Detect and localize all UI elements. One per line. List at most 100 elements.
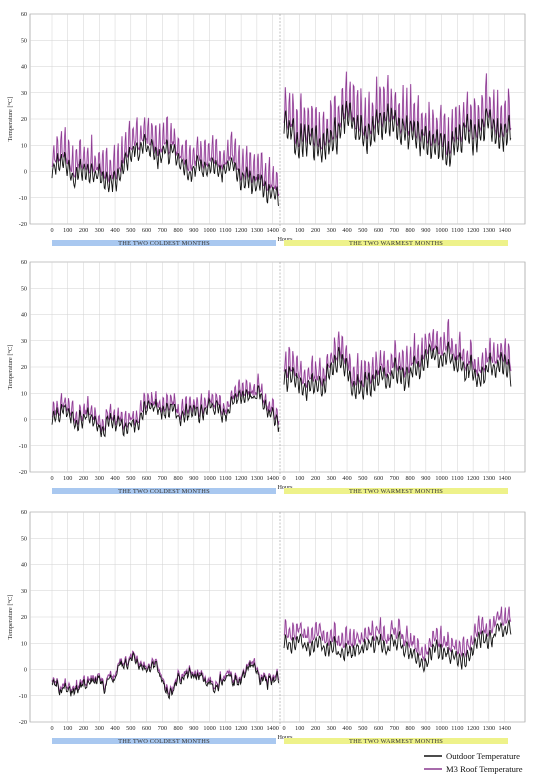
y-tick-label: -10 [19, 195, 27, 202]
x-tick-label: 1100 [451, 475, 463, 482]
x-tick-label: 1400 [266, 475, 278, 482]
x-tick-label: 900 [421, 475, 430, 482]
x-tick-label: 1400 [266, 227, 278, 234]
x-tick-label: 200 [79, 475, 88, 482]
x-tick-label: 500 [126, 725, 135, 732]
y-tick-label: 60 [21, 259, 27, 266]
x-tick-label: 1200 [235, 227, 247, 234]
x-tick-label: 1000 [203, 227, 215, 234]
y-tick-label: 20 [21, 364, 27, 371]
x-tick-label: 300 [95, 227, 104, 234]
band-coldest-label: THE TWO COLDEST MONTHS [118, 488, 210, 495]
x-tick-label: 600 [142, 227, 151, 234]
y-tick-label: 60 [21, 509, 27, 516]
x-tick-label: 0 [282, 725, 285, 732]
x-tick-label: 100 [63, 227, 72, 234]
y-tick-label: 60 [21, 11, 27, 18]
y-tick-label: 0 [24, 667, 27, 674]
x-tick-label: 800 [405, 725, 414, 732]
y-tick-label: 10 [21, 640, 27, 647]
x-tick-label: 500 [358, 475, 367, 482]
y-axis-label: Temperature [°C] [7, 345, 14, 390]
x-tick-label: 1000 [435, 227, 447, 234]
y-tick-label: 20 [21, 116, 27, 123]
x-tick-label: 1300 [483, 227, 495, 234]
y-tick-label: 0 [24, 417, 27, 424]
y-tick-label: 40 [21, 312, 27, 319]
x-tick-label: 100 [63, 725, 72, 732]
x-tick-label: 400 [342, 227, 351, 234]
x-tick-label: 400 [110, 475, 119, 482]
y-tick-label: 20 [21, 614, 27, 621]
x-tick-label: 700 [390, 475, 399, 482]
x-tick-label: 1200 [467, 725, 479, 732]
x-tick-label: 1100 [451, 227, 463, 234]
y-tick-label: 10 [21, 390, 27, 397]
band-warmest-label: THE TWO WARMEST MONTHS [349, 240, 443, 247]
x-tick-label: 500 [358, 227, 367, 234]
x-tick-label: 1300 [483, 725, 495, 732]
x-tick-label: 600 [374, 475, 383, 482]
y-tick-label: -10 [19, 693, 27, 700]
y-tick-label: 30 [21, 90, 27, 97]
x-tick-label: 1300 [251, 725, 263, 732]
x-tick-label: 700 [390, 725, 399, 732]
x-tick-label: 100 [295, 725, 304, 732]
x-tick-label: 100 [63, 475, 72, 482]
x-tick-label: 1200 [467, 475, 479, 482]
series-outdoor-line [283, 619, 512, 674]
series-outdoor-line [283, 100, 512, 167]
x-tick-label: 700 [158, 227, 167, 234]
x-tick-label: 1100 [219, 475, 231, 482]
x-tick-label: 200 [311, 725, 320, 732]
y-tick-label: 40 [21, 562, 27, 569]
series-roof-line [51, 116, 280, 197]
x-tick-label: 900 [421, 227, 430, 234]
y-tick-label: 10 [21, 142, 27, 149]
series-roof-line [283, 606, 512, 662]
x-tick-label: 800 [173, 227, 182, 234]
x-tick-label: 300 [95, 475, 104, 482]
x-tick-label: 1200 [467, 227, 479, 234]
x-tick-label: 1200 [235, 475, 247, 482]
x-axis-label: Hours [277, 236, 293, 243]
x-tick-label: 900 [421, 725, 430, 732]
x-tick-label: 200 [311, 475, 320, 482]
band-warmest [284, 488, 508, 494]
x-tick-label: 800 [173, 475, 182, 482]
x-tick-label: 1000 [203, 725, 215, 732]
x-tick-label: 800 [173, 725, 182, 732]
x-tick-label: 100 [295, 475, 304, 482]
series-roof-line [51, 650, 280, 696]
x-tick-label: 700 [158, 475, 167, 482]
x-tick-label: 1400 [498, 227, 510, 234]
x-tick-label: 500 [358, 725, 367, 732]
y-tick-label: -20 [19, 469, 27, 476]
series-roof-line [51, 373, 280, 433]
x-tick-label: 300 [327, 475, 336, 482]
x-tick-label: 1100 [451, 725, 463, 732]
band-warmest [284, 240, 508, 246]
x-tick-label: 900 [189, 227, 198, 234]
x-tick-label: 1400 [498, 725, 510, 732]
x-tick-label: 1000 [203, 475, 215, 482]
x-tick-label: 400 [110, 227, 119, 234]
series-outdoor-line [283, 341, 512, 401]
x-tick-label: 0 [282, 475, 285, 482]
x-axis-label: Hours [277, 484, 293, 491]
y-tick-label: -20 [19, 719, 27, 726]
x-tick-label: 900 [189, 475, 198, 482]
y-axis-label: Temperature [°C] [7, 97, 14, 142]
series-outdoor-line [51, 133, 280, 207]
y-tick-label: 30 [21, 588, 27, 595]
y-tick-label: 50 [21, 37, 27, 44]
y-tick-label: 0 [24, 169, 27, 176]
band-warmest-label: THE TWO WARMEST MONTHS [349, 488, 443, 495]
band-warmest [284, 738, 508, 744]
x-tick-label: 600 [374, 725, 383, 732]
band-warmest-label: THE TWO WARMEST MONTHS [349, 738, 443, 745]
y-tick-label: -10 [19, 443, 27, 450]
x-tick-label: 0 [50, 227, 53, 234]
